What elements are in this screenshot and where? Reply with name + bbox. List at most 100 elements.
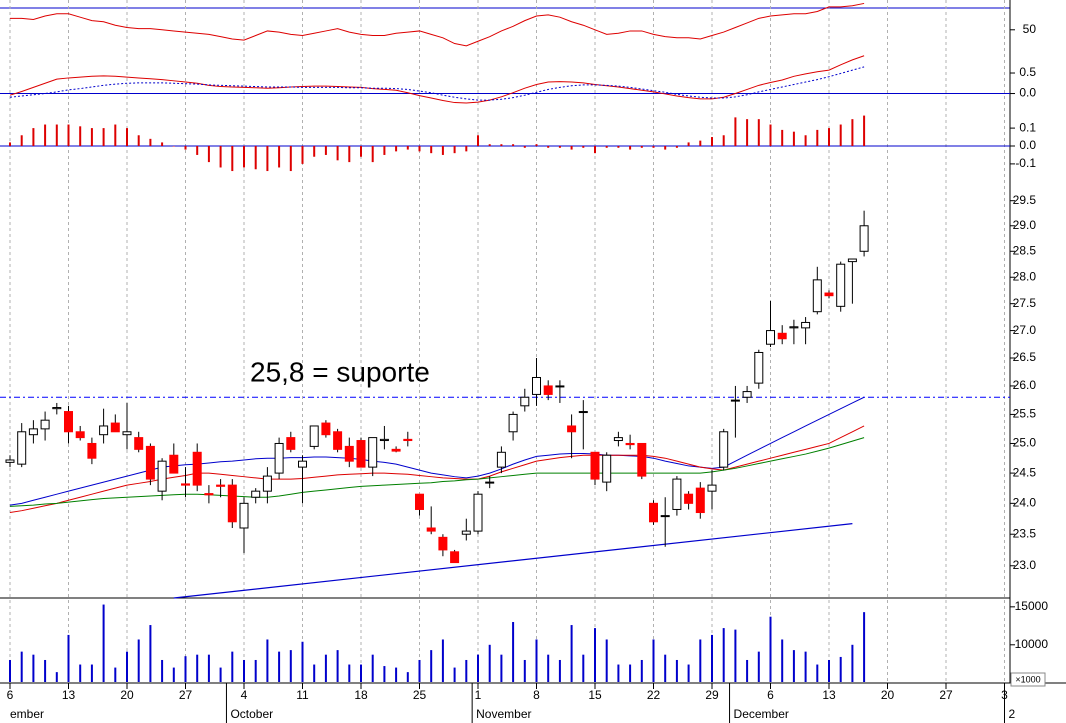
bar (535, 144, 538, 146)
bar (828, 659, 830, 682)
series-line (9, 437, 865, 507)
candle-body (613, 437, 623, 442)
candle-body (157, 460, 167, 492)
bar (44, 124, 47, 146)
y-tick-label: 24.0 (1013, 496, 1037, 510)
bar (184, 146, 187, 150)
bar (781, 639, 784, 682)
bar (172, 146, 175, 147)
bar (816, 129, 819, 146)
bar (594, 628, 596, 682)
candle-body (110, 422, 120, 433)
bar (570, 625, 573, 682)
x-tick-label: 27 (179, 688, 193, 702)
support-label: 25,8 = suporte (250, 356, 430, 387)
y-tick-label: 0.0 (1019, 138, 1036, 152)
y-tick-label: 0.5 (1019, 65, 1036, 79)
candle-body (543, 385, 553, 395)
unit-box (1010, 672, 1046, 687)
bar (149, 138, 152, 146)
y-tick-label: 25.0 (1013, 436, 1037, 450)
series-line (9, 66, 865, 101)
candle-body (450, 551, 460, 564)
bar (254, 659, 257, 682)
candle-body (5, 459, 15, 463)
candle-body (777, 332, 787, 340)
bar (149, 625, 152, 682)
candle-body (75, 431, 85, 439)
bar (535, 639, 538, 682)
bar (687, 664, 690, 682)
candle-body (637, 442, 647, 477)
bar (418, 659, 421, 682)
bar (196, 654, 199, 682)
bar (301, 641, 304, 682)
bar (32, 654, 35, 682)
candle-body (801, 321, 811, 329)
bar (488, 644, 491, 682)
bar (863, 612, 866, 682)
y-tick-label: 28.0 (1013, 269, 1037, 283)
candle-body (824, 292, 834, 297)
bar (851, 119, 854, 146)
bar (757, 119, 760, 146)
candle-body (40, 419, 50, 430)
bar (383, 146, 386, 155)
bar (863, 115, 866, 146)
candle-body (625, 442, 635, 446)
bar (231, 146, 234, 172)
bar (699, 639, 702, 682)
y-tick-label: -0.1 (1015, 156, 1036, 170)
bar (629, 146, 632, 150)
y-tick-label: 23.5 (1013, 526, 1037, 540)
bar (523, 659, 526, 682)
candle-body (99, 425, 109, 436)
bar (512, 144, 515, 146)
x-tick-label: 13 (62, 688, 76, 702)
bar (570, 146, 573, 150)
bar (243, 659, 245, 682)
month-label: December (734, 707, 789, 721)
candle-body (309, 425, 319, 447)
bar (313, 664, 316, 682)
bar (301, 146, 304, 164)
bar (172, 667, 175, 682)
bar (465, 659, 468, 682)
bar (804, 135, 807, 146)
candle-body (695, 487, 705, 514)
bar (488, 144, 491, 146)
bar (769, 124, 772, 146)
bar (839, 124, 842, 146)
series-line (9, 55, 865, 104)
bar (289, 650, 292, 682)
bar (32, 128, 35, 146)
bar (324, 654, 327, 682)
bar (500, 654, 503, 682)
y-tick-label: 29.5 (1013, 193, 1037, 207)
bar (699, 140, 702, 146)
x-tick-label: 6 (767, 688, 774, 702)
bar (722, 628, 725, 682)
bar (231, 651, 234, 682)
bar (79, 126, 82, 146)
bar (828, 128, 830, 146)
candle-body (602, 454, 612, 483)
candle-body (859, 225, 869, 252)
candle-body (520, 396, 530, 407)
candle-body (672, 478, 682, 510)
bar (278, 651, 281, 682)
bar (137, 639, 140, 682)
bar (453, 146, 456, 154)
bar (67, 124, 70, 146)
candle-body (134, 437, 144, 450)
candle-body (181, 483, 190, 486)
bar (102, 604, 105, 682)
y-tick-label: 25.5 (1013, 407, 1037, 421)
y-tick-label: 24.5 (1013, 465, 1037, 479)
bar (137, 135, 140, 146)
candle-body (847, 258, 857, 263)
bar (371, 146, 374, 163)
bar (441, 639, 444, 682)
bar (383, 666, 386, 682)
